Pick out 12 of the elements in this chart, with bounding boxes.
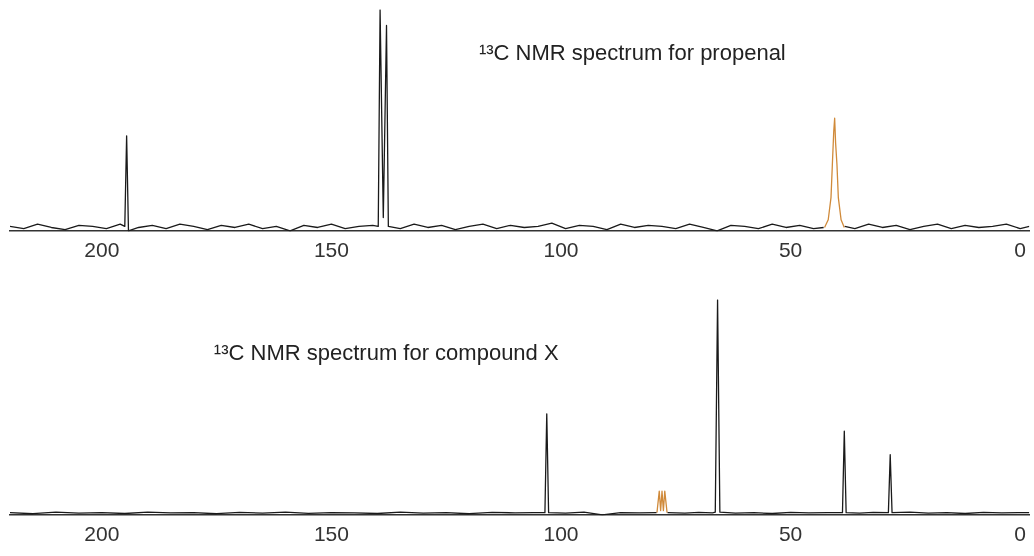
x-tick-label: 100 — [543, 522, 579, 546]
x-tick-label: 100 — [543, 238, 579, 262]
x-tick-label: 50 — [778, 522, 803, 546]
x-tick-label: 150 — [313, 238, 349, 262]
x-tick-label: 150 — [313, 522, 349, 546]
annotation: ¹³C NMR spectrum for propenal — [478, 40, 786, 66]
x-tick-label: 0 — [1014, 522, 1026, 546]
x-tick-label: 200 — [84, 238, 120, 262]
x-tick-label: 50 — [778, 238, 803, 262]
annotation: ¹³C NMR spectrum for compound X — [213, 339, 559, 365]
x-tick-label: 200 — [84, 522, 120, 546]
x-tick-label: 0 — [1014, 238, 1026, 262]
